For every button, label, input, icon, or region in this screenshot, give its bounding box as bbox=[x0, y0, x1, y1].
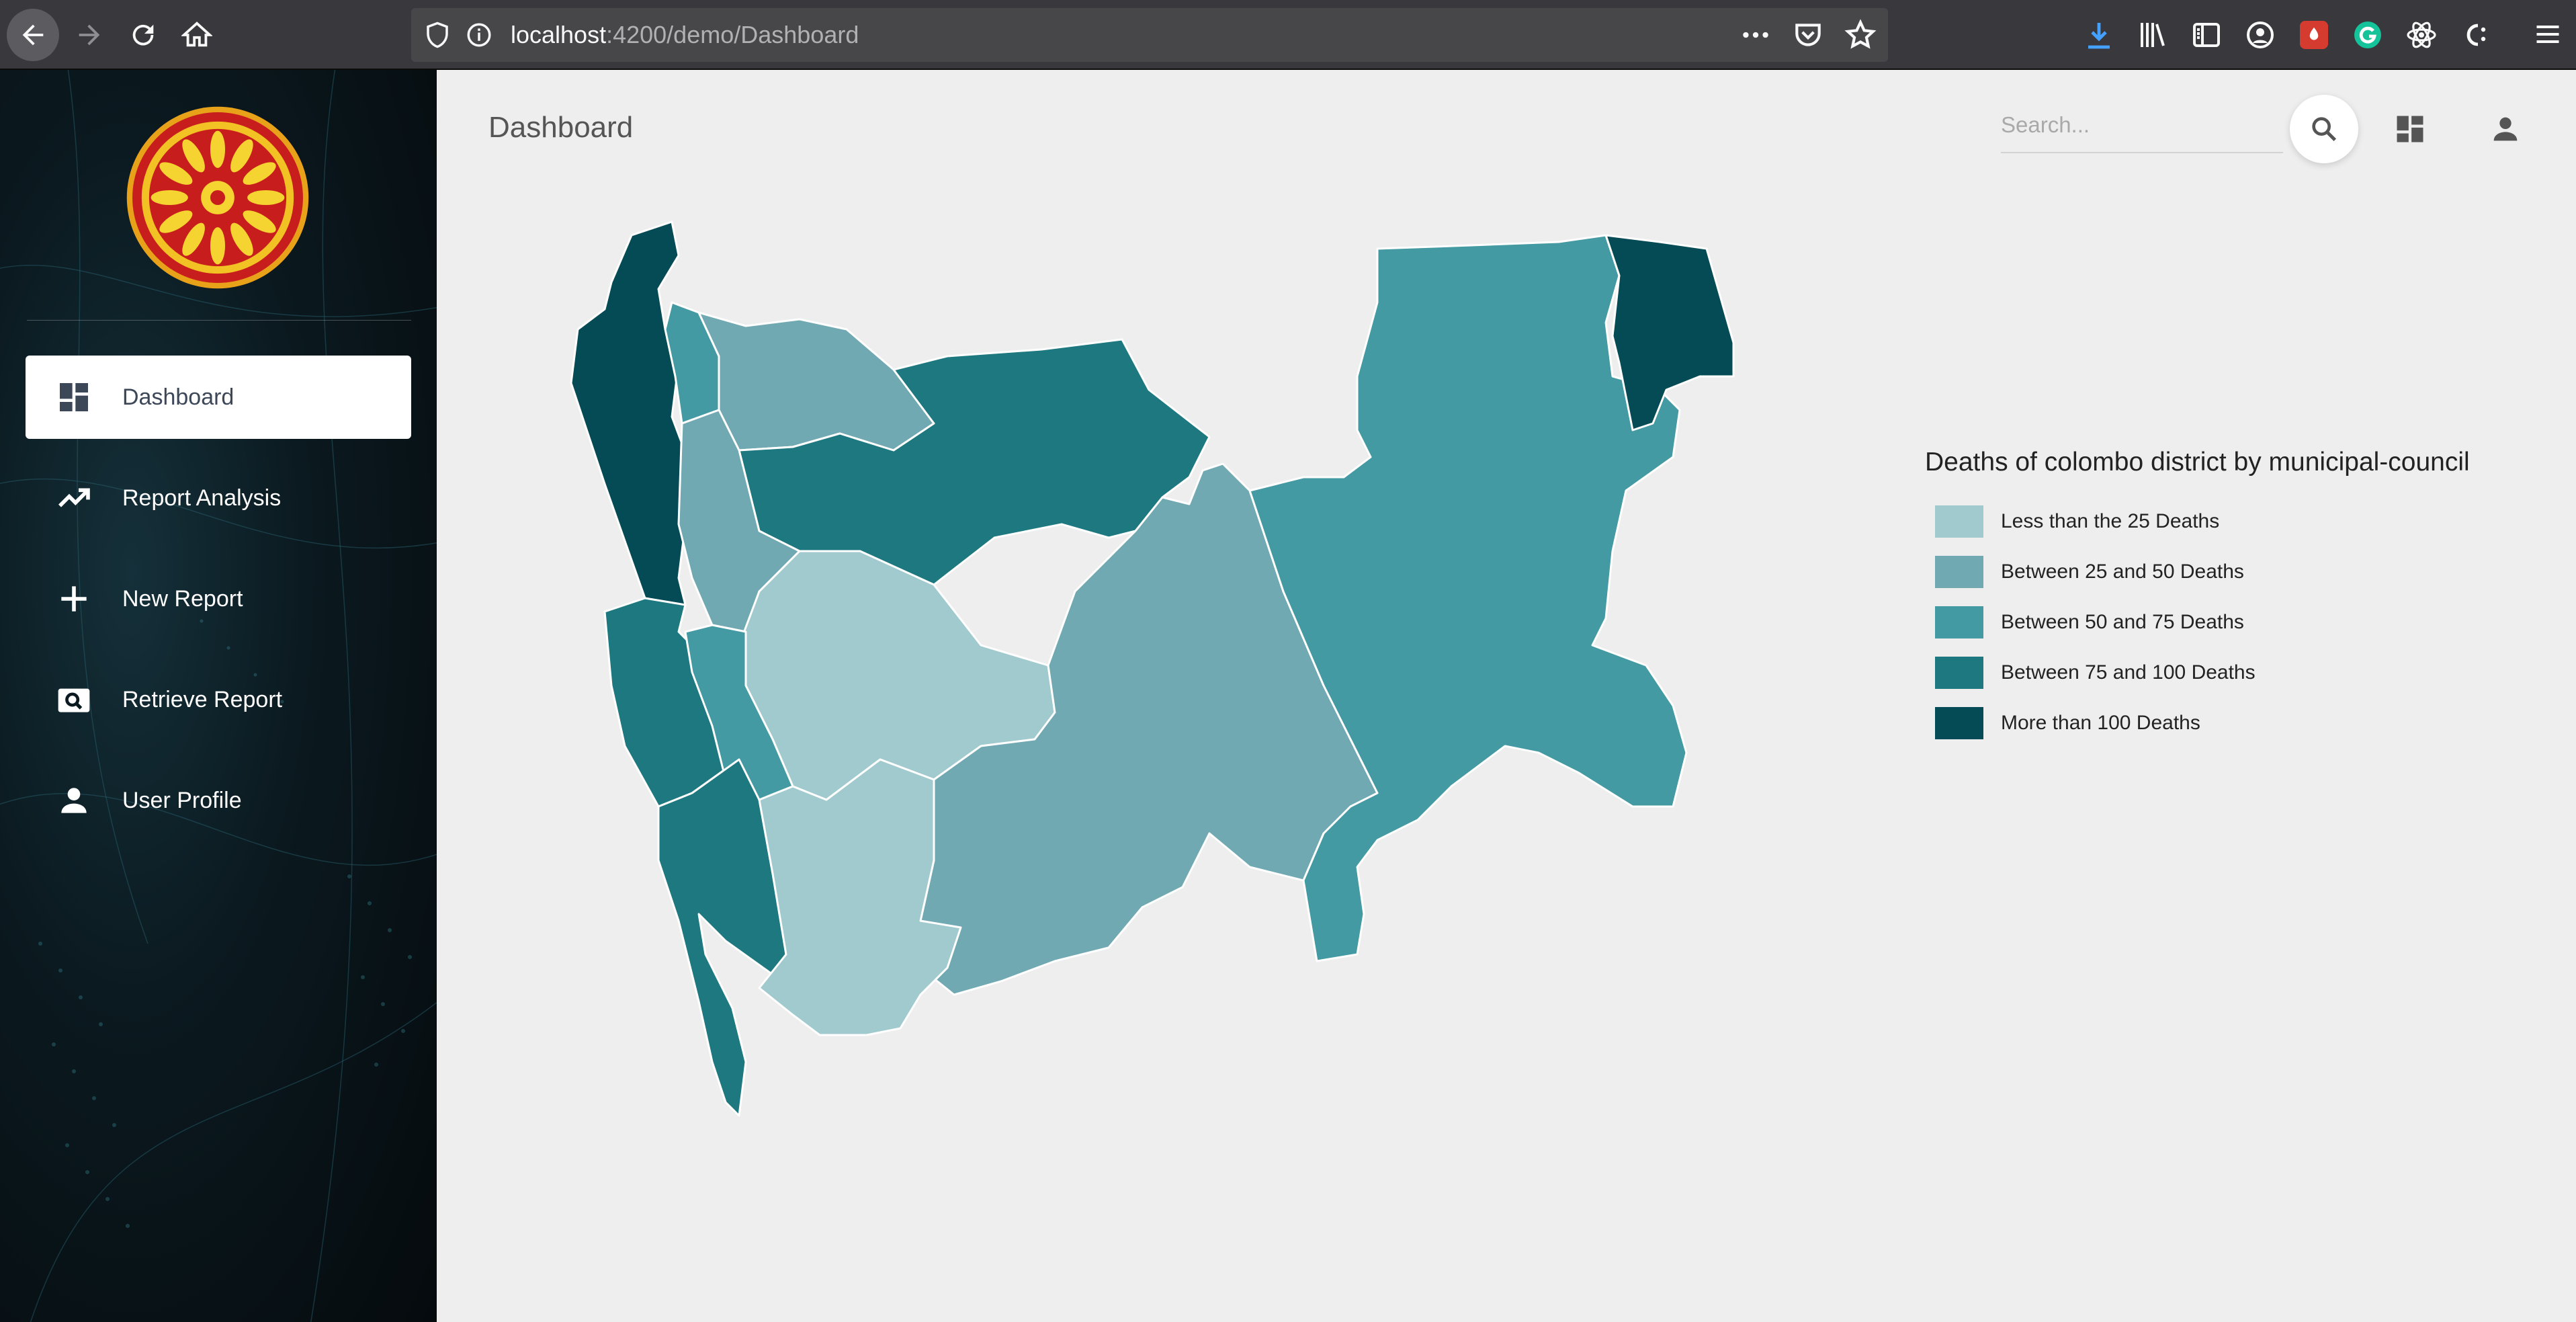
map-region[interactable] bbox=[758, 758, 962, 1036]
library-icon bbox=[2141, 23, 2165, 47]
legend-swatch bbox=[1935, 505, 1983, 538]
sidebar-item-label: New Report bbox=[122, 585, 243, 612]
css-extension-button[interactable] bbox=[2459, 17, 2491, 53]
map-region[interactable] bbox=[738, 338, 1211, 586]
address-bar[interactable]: localhost:4200/demo/Dashboard bbox=[411, 8, 1888, 62]
home-button[interactable] bbox=[171, 9, 223, 61]
legend: Less than the 25 Deaths Between 25 and 5… bbox=[1935, 496, 2256, 748]
sidebar-item-new-report[interactable]: New Report bbox=[26, 557, 411, 641]
sidebar-item-label: User Profile bbox=[122, 787, 242, 813]
sidebar-item-retrieve-report[interactable]: Retrieve Report bbox=[26, 658, 411, 741]
legend-label: Between 25 and 50 Deaths bbox=[2001, 560, 2244, 583]
extension-red-icon bbox=[2300, 21, 2328, 49]
dashboard-icon bbox=[2397, 116, 2423, 142]
person-icon bbox=[61, 788, 87, 813]
bookmark-star-icon[interactable] bbox=[1844, 18, 1877, 52]
account-icon bbox=[2247, 22, 2274, 48]
colombo-district-map bbox=[570, 220, 1735, 1117]
library-button[interactable] bbox=[2137, 17, 2169, 53]
sidebar-item-label: Dashboard bbox=[122, 384, 234, 410]
grammarly-button[interactable] bbox=[2352, 17, 2384, 53]
extension-red-button[interactable] bbox=[2298, 17, 2330, 53]
map-region[interactable] bbox=[1604, 234, 1735, 431]
more-icon[interactable] bbox=[1739, 18, 1772, 52]
person-icon bbox=[2493, 117, 2518, 141]
sidebar-divider bbox=[27, 320, 411, 321]
map-region[interactable] bbox=[570, 220, 693, 606]
page-title: Dashboard bbox=[488, 111, 634, 144]
sidebar-item-report-analysis[interactable]: Report Analysis bbox=[26, 456, 411, 540]
user-header-button[interactable] bbox=[2486, 110, 2525, 149]
legend-item: Between 25 and 50 Deaths bbox=[1935, 546, 2256, 597]
search-field bbox=[2001, 99, 2283, 153]
sidebar-item-dashboard[interactable]: Dashboard bbox=[26, 356, 411, 439]
trending-icon bbox=[58, 488, 90, 507]
legend-item: Between 50 and 75 Deaths bbox=[1935, 597, 2256, 647]
sidebar-background-pattern bbox=[0, 70, 437, 1322]
account-button[interactable] bbox=[2244, 17, 2276, 53]
url-text[interactable]: localhost:4200/demo/Dashboard bbox=[511, 8, 859, 62]
download-icon bbox=[2088, 23, 2110, 49]
legend-swatch bbox=[1935, 555, 1983, 588]
map-region[interactable] bbox=[697, 311, 935, 452]
legend-swatch bbox=[1935, 606, 1983, 638]
sidebar-toggle-button[interactable] bbox=[2190, 17, 2223, 53]
legend-label: More than 100 Deaths bbox=[2001, 711, 2200, 734]
downloads-button[interactable] bbox=[2083, 17, 2115, 53]
search-input[interactable] bbox=[2001, 99, 2283, 151]
arrow-right-icon bbox=[79, 24, 100, 46]
forward-button[interactable] bbox=[63, 9, 116, 61]
legend-label: Less than the 25 Deaths bbox=[2001, 509, 2220, 532]
reload-button[interactable] bbox=[117, 9, 169, 61]
url-host: localhost bbox=[511, 21, 607, 48]
search-button[interactable] bbox=[2290, 95, 2358, 163]
back-button[interactable] bbox=[7, 9, 59, 61]
css-extension-icon bbox=[2466, 24, 2486, 46]
react-devtools-button[interactable] bbox=[2405, 17, 2438, 53]
plus-icon bbox=[61, 586, 87, 612]
dashboard-icon bbox=[60, 383, 88, 411]
shield-icon[interactable] bbox=[423, 21, 452, 49]
grammarly-icon bbox=[2354, 22, 2381, 48]
legend-item: Between 75 and 100 Deaths bbox=[1935, 647, 2256, 698]
pocket-icon[interactable] bbox=[1791, 18, 1825, 52]
sidebar-item-user-profile[interactable]: User Profile bbox=[26, 759, 411, 842]
legend-swatch bbox=[1935, 656, 1983, 689]
university-logo bbox=[126, 106, 309, 289]
hamburger-menu-icon[interactable] bbox=[2533, 19, 2563, 49]
image-search-icon bbox=[58, 688, 90, 712]
react-icon bbox=[2407, 22, 2436, 48]
sidebar-item-label: Report Analysis bbox=[122, 485, 282, 511]
home-icon bbox=[181, 22, 212, 47]
search-icon bbox=[2312, 117, 2337, 142]
legend-swatch bbox=[1935, 706, 1983, 739]
browser-toolbar: localhost:4200/demo/Dashboard bbox=[0, 0, 2576, 70]
url-path: :4200/demo/Dashboard bbox=[606, 21, 859, 48]
dashboard-header-button[interactable] bbox=[2391, 110, 2430, 149]
info-icon[interactable] bbox=[465, 21, 493, 49]
legend-item: More than 100 Deaths bbox=[1935, 698, 2256, 748]
sidebar: Dashboard Report Analysis New Report Ret… bbox=[0, 70, 437, 1322]
legend-item: Less than the 25 Deaths bbox=[1935, 496, 2256, 546]
legend-label: Between 50 and 75 Deaths bbox=[2001, 610, 2244, 633]
legend-label: Between 75 and 100 Deaths bbox=[2001, 661, 2256, 684]
sidebar-icon bbox=[2193, 23, 2220, 47]
reload-icon bbox=[132, 24, 154, 46]
legend-title: Deaths of colombo district by municipal-… bbox=[1925, 448, 2470, 477]
arrow-left-icon bbox=[22, 24, 44, 46]
sidebar-item-label: Retrieve Report bbox=[122, 686, 283, 712]
